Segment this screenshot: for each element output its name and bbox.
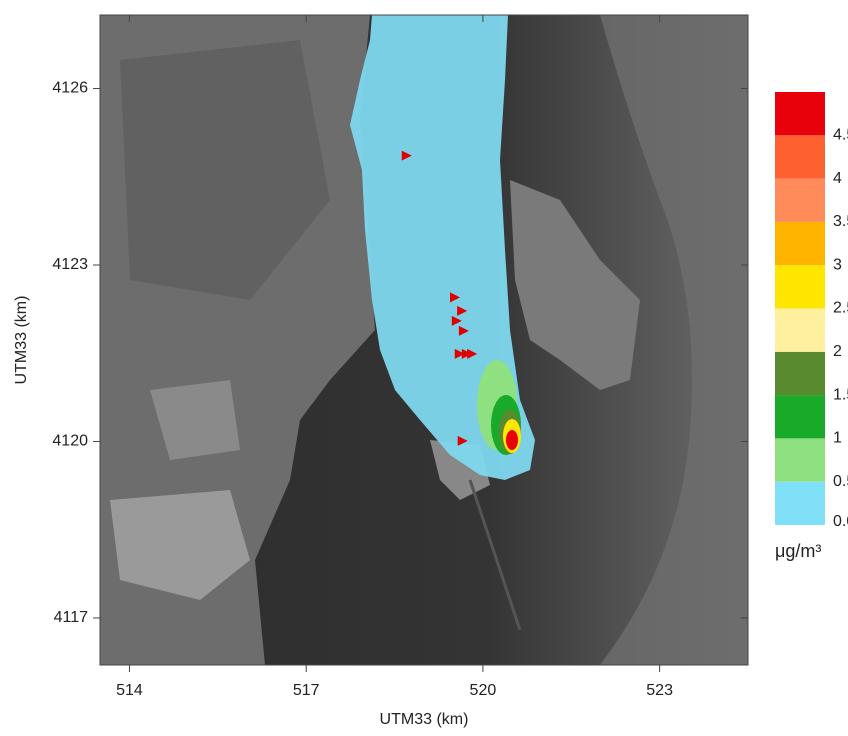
colorbar-label: 1.5 bbox=[833, 386, 848, 403]
y-tick-label: 4123 bbox=[52, 256, 88, 273]
colorbar-band bbox=[775, 438, 825, 481]
colorbar-band bbox=[775, 352, 825, 395]
x-tick-label: 514 bbox=[116, 682, 143, 699]
colorbar-band bbox=[775, 265, 825, 308]
x-tick-label: 520 bbox=[470, 682, 497, 699]
colorbar-label: 0.05 bbox=[833, 513, 848, 530]
map-figure: UTM33 (km) UTM33 (km) μg/m³ 514 517 520 523… bbox=[0, 0, 848, 731]
colorbar-band bbox=[775, 135, 825, 178]
colorbar-label: 3 bbox=[833, 256, 842, 273]
colorbar-band bbox=[775, 395, 825, 438]
map-background bbox=[100, 15, 748, 665]
colorbar-label: 0.5 bbox=[833, 473, 848, 490]
y-tick-label: 4126 bbox=[52, 80, 88, 97]
colorbar-label: 1 bbox=[833, 430, 842, 447]
x-axis-label: UTM33 (km) bbox=[380, 711, 469, 728]
colorbar-label: 3.5 bbox=[833, 213, 848, 230]
colorbar-unit: μg/m³ bbox=[775, 541, 821, 561]
y-axis-label: UTM33 (km) bbox=[13, 296, 30, 385]
colorbar-band bbox=[775, 179, 825, 222]
colorbar-band bbox=[775, 92, 825, 135]
colorbar-band bbox=[775, 482, 825, 525]
colorbar-label: 2.5 bbox=[833, 300, 848, 317]
colorbar-label: 4.5 bbox=[833, 127, 848, 144]
colorbar-band bbox=[775, 222, 825, 265]
y-tick-label: 4117 bbox=[54, 609, 89, 626]
y-tick-label: 4120 bbox=[52, 433, 88, 450]
colorbar-band bbox=[775, 309, 825, 352]
x-tick-label: 517 bbox=[293, 682, 320, 699]
x-tick-label: 523 bbox=[646, 682, 673, 699]
colorbar-label: 4 bbox=[833, 170, 842, 187]
colorbar-label: 2 bbox=[833, 343, 842, 360]
